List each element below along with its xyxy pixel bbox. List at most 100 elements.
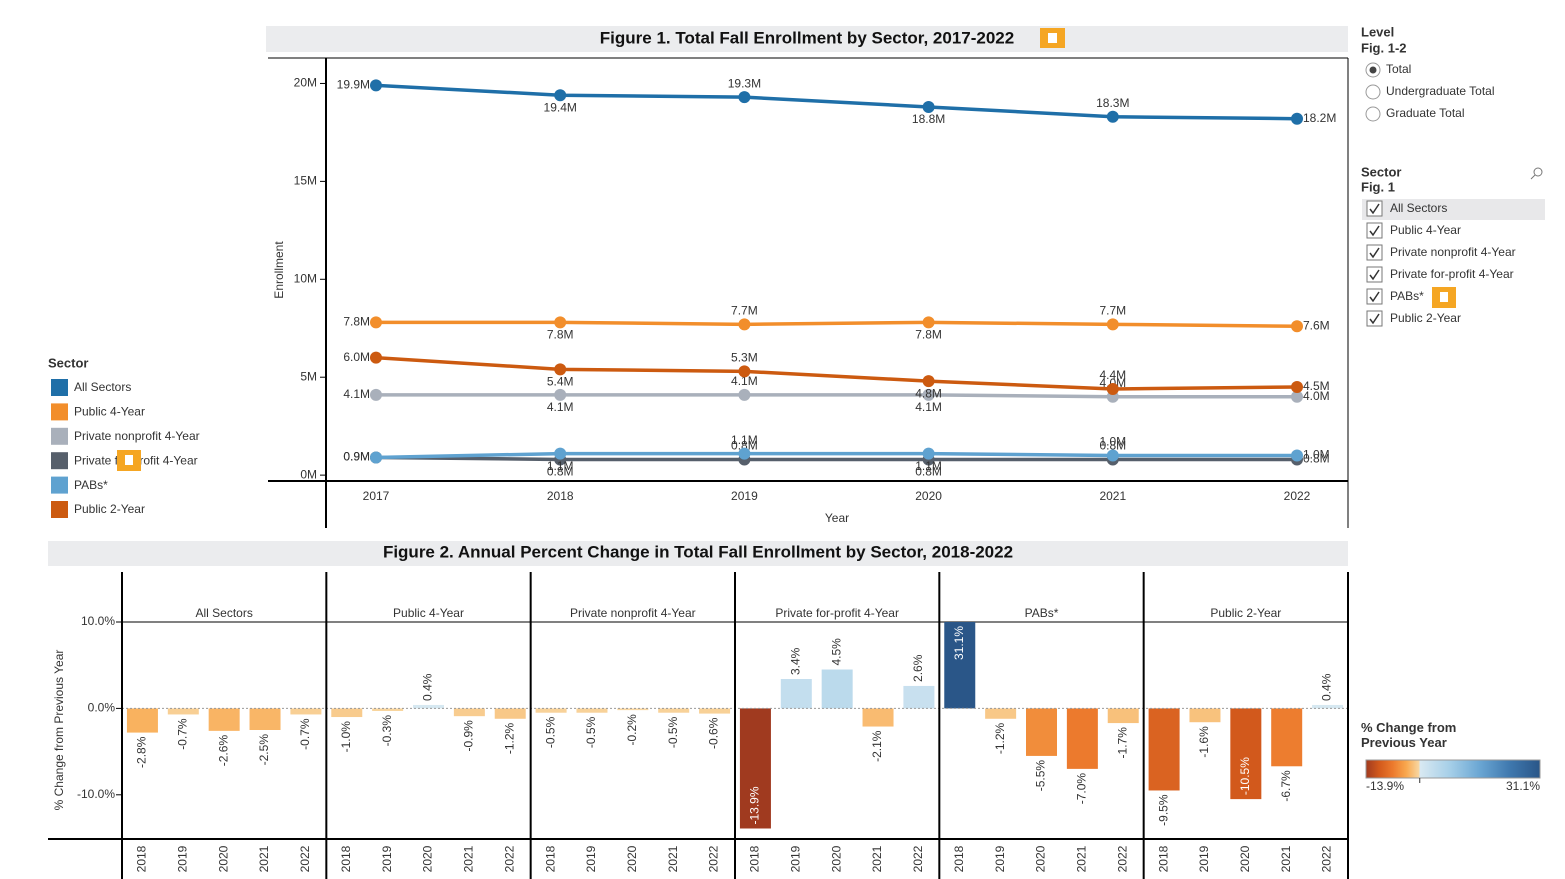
checkbox — [1366, 244, 1383, 261]
x-tick-label: 2020 — [1034, 845, 1048, 872]
data-label: 4.5% — [829, 638, 843, 666]
x-tick-label: 2019 — [175, 845, 189, 872]
checkbox-option[interactable]: PABs* — [1366, 288, 1424, 305]
data-label: 4.4M — [1099, 368, 1126, 382]
line — [375, 83, 1298, 121]
data-label: 4.1M — [343, 387, 370, 401]
point — [738, 388, 751, 401]
info-icon[interactable] — [1432, 287, 1456, 308]
chart-title: Figure 2. Annual Percent Change in Total… — [383, 542, 1013, 561]
bar — [1107, 708, 1139, 724]
filter-title: Level — [1361, 24, 1394, 39]
x-tick-label: 2018 — [543, 845, 557, 872]
radio-option[interactable]: Total — [1365, 62, 1411, 78]
bar — [331, 708, 363, 718]
y-tick-label: 15M — [294, 174, 317, 188]
search-icon[interactable] — [1530, 167, 1543, 180]
point — [1291, 112, 1303, 125]
legend-label: Public 4-Year — [74, 405, 145, 419]
checkbox — [1366, 200, 1383, 217]
data-label: 18.2M — [1303, 111, 1336, 125]
legend-swatch — [51, 403, 68, 421]
info-icon[interactable] — [117, 450, 141, 471]
filter-subtitle: Fig. 1 — [1361, 179, 1395, 194]
data-label: -1.2% — [502, 722, 516, 754]
data-label: 1.1M — [915, 459, 942, 473]
legend-swatch — [51, 452, 68, 470]
y-tick-label: 20M — [294, 76, 317, 90]
checkbox-option[interactable]: Private for-profit 4-Year — [1366, 266, 1514, 283]
panel-title: Private for-profit 4-Year — [775, 606, 899, 620]
bar — [1230, 708, 1262, 800]
color-legend-min: -13.9% — [1366, 779, 1404, 793]
legend-swatch — [51, 427, 68, 445]
legend-label: All Sectors — [74, 380, 131, 394]
filter-title: Sector — [1361, 164, 1401, 179]
radio-label: Undergraduate Total — [1386, 84, 1495, 98]
checkmark — [1369, 291, 1380, 303]
bar — [453, 708, 485, 717]
point — [554, 89, 567, 102]
bar — [617, 708, 649, 711]
data-label: 0.8M — [1303, 452, 1330, 466]
x-tick-label: 2019 — [584, 845, 598, 872]
bar — [1271, 708, 1303, 767]
bar — [903, 685, 935, 709]
checkbox-option[interactable]: Public 4-Year — [1366, 222, 1461, 239]
legend-swatch — [51, 476, 68, 494]
x-tick-label: 2019 — [731, 489, 758, 503]
radio — [1365, 106, 1381, 122]
bar — [699, 708, 731, 714]
data-label: 1.0M — [1303, 448, 1330, 462]
checkbox-option[interactable]: Private nonprofit 4-Year — [1366, 244, 1516, 261]
checkbox-option[interactable]: All Sectors — [1366, 200, 1447, 217]
legend-label: Public 2-Year — [74, 502, 145, 516]
x-tick-label: 2020 — [829, 845, 843, 872]
data-label: -0.5% — [666, 716, 680, 748]
filter-subtitle: Fig. 1-2 — [1361, 40, 1407, 55]
point — [738, 318, 751, 331]
point — [922, 100, 935, 113]
point — [1106, 449, 1119, 462]
point — [554, 447, 567, 460]
data-label: 0.9M — [343, 450, 370, 464]
data-label: -0.3% — [380, 715, 394, 747]
data-label: 5.4M — [547, 375, 574, 389]
panel-title: Private nonprofit 4-Year — [570, 606, 696, 620]
y-tick-label: 5M — [300, 369, 317, 383]
data-label: 0.4% — [1320, 673, 1334, 701]
checkmark — [1369, 247, 1380, 259]
bar — [658, 708, 690, 713]
data-label: 5.3M — [731, 351, 758, 365]
data-label: -0.6% — [707, 717, 721, 749]
y-tick-label: 10M — [294, 271, 317, 285]
y-tick-label: 0M — [300, 467, 317, 481]
x-tick-label: 2022 — [1115, 845, 1129, 872]
data-label: 0.8M — [1099, 439, 1126, 453]
bar — [944, 622, 976, 709]
x-tick-label: 2021 — [257, 845, 271, 872]
checkbox — [1366, 222, 1383, 239]
bar — [535, 708, 567, 713]
radio-option[interactable]: Undergraduate Total — [1365, 84, 1495, 100]
bar — [739, 708, 771, 829]
data-label: 0.9M — [343, 450, 370, 464]
data-label: -13.9% — [748, 786, 762, 824]
info-icon-mark — [125, 455, 133, 465]
radio-option[interactable]: Graduate Total — [1365, 106, 1465, 122]
y-axis-label: Enrollment — [272, 241, 286, 299]
data-label: 6.0M — [343, 350, 370, 364]
x-tick-label: 2017 — [363, 489, 390, 503]
y-tick-label: -10.0% — [77, 787, 115, 801]
highlight-row — [1362, 199, 1545, 220]
info-icon[interactable] — [1040, 28, 1065, 48]
data-label: -2.5% — [257, 734, 271, 766]
checkbox-option[interactable]: Public 2-Year — [1366, 310, 1461, 327]
data-label: -0.9% — [462, 720, 476, 752]
x-tick-label: 2022 — [911, 845, 925, 872]
data-label: 4.1M — [547, 400, 574, 414]
data-label: 4.0M — [1303, 389, 1330, 403]
y-tick-label: 10.0% — [81, 614, 115, 628]
x-tick-label: 2018 — [547, 489, 574, 503]
